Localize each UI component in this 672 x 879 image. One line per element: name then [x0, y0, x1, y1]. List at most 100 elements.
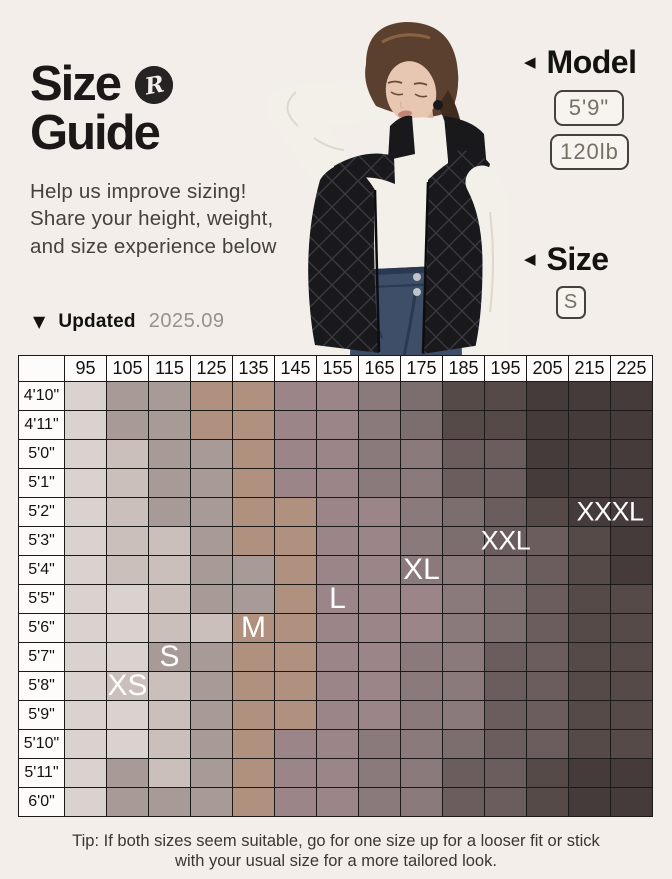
size-cell — [64, 758, 107, 788]
table-row: 4'10" — [18, 381, 653, 411]
size-cell — [148, 468, 191, 498]
table-row: 5'0" — [18, 439, 653, 469]
height-label-cell: 4'11" — [18, 410, 65, 440]
size-cell — [358, 613, 401, 643]
size-cell — [526, 613, 569, 643]
size-cell — [526, 671, 569, 701]
size-cell — [190, 555, 233, 585]
size-cell — [358, 700, 401, 730]
size-cell — [148, 758, 191, 788]
size-cell — [568, 584, 611, 614]
size-cell — [400, 584, 443, 614]
size-cell — [274, 439, 317, 469]
table-row: 5'11" — [18, 758, 653, 788]
size-cell — [610, 787, 653, 817]
size-cell: XXXL — [568, 497, 644, 527]
size-cell — [190, 381, 233, 411]
size-cell — [442, 729, 485, 759]
model-vest-left-panel — [308, 163, 379, 353]
height-label-cell: 5'5" — [18, 584, 65, 614]
weight-header-cell: 145 — [274, 355, 317, 382]
size-zone-label-l: L — [329, 582, 346, 615]
size-label: Size — [546, 241, 610, 277]
size-cell — [610, 671, 653, 701]
size-cell — [610, 439, 653, 469]
size-cell — [526, 555, 569, 585]
height-label-cell: 6'0" — [18, 787, 65, 817]
size-cell — [358, 671, 401, 701]
tip-line: Tip: If both sizes seem suitable, go for… — [72, 832, 600, 850]
size-cell — [232, 526, 275, 556]
size-zone-label-xxxl: XXXL — [576, 496, 644, 527]
size-cell — [484, 700, 527, 730]
table-row: 5'7" S — [18, 640, 653, 673]
size-cell — [190, 410, 233, 440]
size-cell — [64, 526, 107, 556]
size-zone-label-xxl: XXL — [480, 525, 531, 556]
subtitle-line: Help us improve sizing! — [30, 180, 247, 203]
size-cell — [442, 758, 485, 788]
model-face — [385, 61, 437, 123]
size-cell — [358, 439, 401, 469]
size-cell — [64, 700, 107, 730]
subtitle-line: Share your height, weight, — [30, 207, 274, 231]
size-cell — [106, 613, 149, 643]
size-cell — [484, 468, 527, 498]
size-cell — [232, 787, 275, 817]
size-cell: M — [232, 611, 275, 644]
size-cell — [442, 468, 485, 498]
size-cell — [64, 613, 107, 643]
size-cell — [568, 642, 611, 672]
size-cell — [610, 468, 653, 498]
table-row: 4'11" — [18, 410, 653, 440]
height-label-cell: 5'1" — [18, 468, 65, 498]
size-cell — [64, 381, 107, 411]
size-cell — [358, 642, 401, 672]
size-cell — [316, 613, 359, 643]
size-cell — [358, 584, 401, 614]
size-cell — [568, 787, 611, 817]
size-cell — [484, 410, 527, 440]
size-cell — [64, 787, 107, 817]
height-label-cell: 5'8" — [18, 671, 65, 701]
size-cell — [358, 787, 401, 817]
weight-header-cell: 215 — [568, 355, 611, 382]
size-cell — [400, 468, 443, 498]
size-cell — [610, 497, 653, 527]
size-cell — [190, 584, 233, 614]
size-cell — [610, 700, 653, 730]
size-cell — [484, 671, 527, 701]
weight-header-cell: 185 — [442, 355, 485, 382]
size-cell — [484, 787, 527, 817]
size-cell — [442, 671, 485, 701]
size-cell — [274, 410, 317, 440]
size-cell — [358, 555, 401, 585]
size-cell — [106, 410, 149, 440]
size-cell — [400, 381, 443, 411]
size-cell — [190, 671, 233, 701]
size-cell — [274, 787, 317, 817]
size-cell — [316, 381, 359, 411]
size-cell — [274, 468, 317, 498]
model-label: Model — [546, 44, 637, 80]
size-cell — [400, 700, 443, 730]
size-cell — [274, 584, 317, 614]
updated-label: Updated — [58, 311, 136, 332]
size-cell — [484, 584, 527, 614]
size-cell — [316, 526, 359, 556]
size-cell — [64, 584, 107, 614]
size-cell — [190, 613, 233, 643]
size-cell — [190, 700, 233, 730]
table-row: 5'5" L — [18, 582, 653, 615]
size-cell — [484, 613, 527, 643]
size-cell — [274, 497, 317, 527]
weight-header-cell: 135 — [232, 355, 275, 382]
size-cell — [190, 497, 233, 527]
size-cell — [568, 410, 611, 440]
size-cell — [442, 555, 485, 585]
height-label-cell: 5'6" — [18, 613, 65, 643]
size-cell — [316, 787, 359, 817]
height-label-cell: 5'11" — [18, 758, 65, 788]
weight-header-cell: 165 — [358, 355, 401, 382]
size-cell — [400, 439, 443, 469]
